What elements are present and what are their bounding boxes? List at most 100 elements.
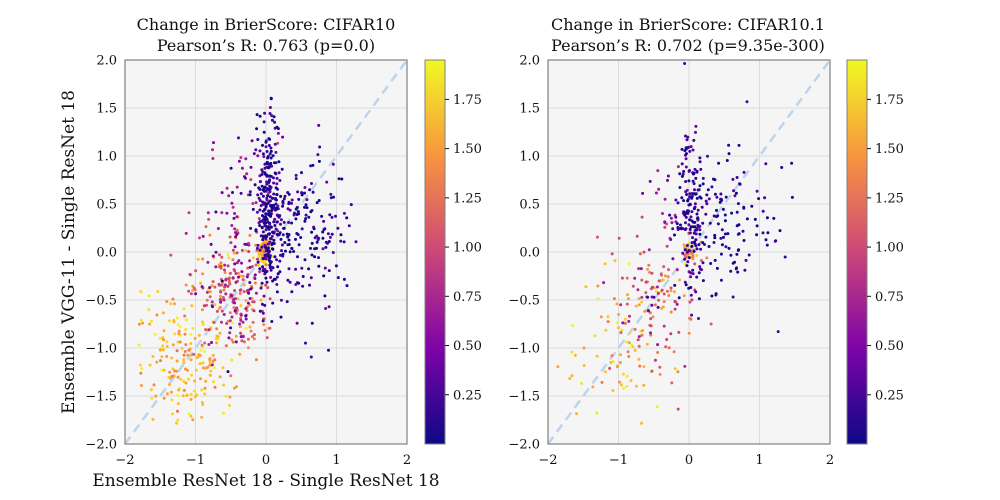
scatter-point bbox=[755, 189, 759, 193]
scatter-point bbox=[230, 315, 234, 319]
scatter-point bbox=[286, 207, 290, 211]
scatter-point bbox=[735, 266, 739, 270]
scatter-point bbox=[205, 290, 209, 294]
scatter-point bbox=[650, 369, 654, 373]
scatter-point bbox=[189, 353, 193, 357]
scatter-point bbox=[294, 177, 298, 181]
scatter-point bbox=[275, 275, 279, 279]
scatter-point bbox=[680, 147, 684, 151]
scatter-point bbox=[169, 253, 173, 257]
scatter-point bbox=[294, 237, 297, 241]
scatter-point bbox=[568, 377, 572, 380]
scatter-point bbox=[698, 265, 702, 269]
scatter-point bbox=[300, 171, 303, 175]
scatter-point bbox=[266, 247, 270, 250]
scatter-point bbox=[668, 213, 672, 217]
scatter-point bbox=[274, 198, 278, 202]
scatter-point bbox=[279, 237, 283, 241]
scatter-point bbox=[624, 340, 628, 344]
scatter-point bbox=[705, 202, 709, 206]
scatter-point bbox=[689, 275, 693, 279]
scatter-point bbox=[688, 218, 692, 222]
scatter-point bbox=[649, 317, 653, 321]
scatter-point bbox=[625, 384, 629, 388]
scatter-point bbox=[279, 218, 283, 222]
scatter-point bbox=[244, 157, 248, 161]
scatter-point bbox=[683, 62, 687, 65]
scatter-point bbox=[623, 321, 627, 325]
scatter-point bbox=[178, 340, 182, 344]
scatter-point bbox=[260, 184, 264, 188]
scatter-point bbox=[648, 270, 652, 274]
scatter-point bbox=[658, 372, 662, 376]
scatter-point bbox=[182, 361, 186, 365]
scatter-point bbox=[250, 335, 254, 339]
scatter-point bbox=[295, 213, 299, 216]
scatter-point bbox=[612, 297, 616, 301]
scatter-point bbox=[215, 341, 219, 345]
scatter-point bbox=[723, 232, 727, 236]
scatter-point bbox=[651, 315, 655, 319]
scatter-point bbox=[212, 321, 216, 324]
scatter-point bbox=[245, 172, 249, 176]
scatter-point bbox=[168, 370, 172, 374]
scatter-point bbox=[701, 221, 705, 225]
scatter-point bbox=[194, 292, 198, 296]
scatter-point bbox=[273, 171, 277, 175]
scatter-point bbox=[606, 315, 610, 319]
scatter-point bbox=[248, 193, 252, 197]
scatter-point bbox=[247, 291, 251, 295]
scatter-point bbox=[220, 211, 224, 215]
scatter-point bbox=[207, 343, 211, 346]
scatter-point bbox=[715, 208, 718, 212]
scatter-point bbox=[317, 159, 321, 163]
scatter-point bbox=[669, 310, 673, 314]
scatter-point bbox=[640, 295, 644, 299]
scatter-point bbox=[328, 213, 332, 217]
scatter-point bbox=[347, 224, 351, 228]
scatter-point bbox=[653, 303, 657, 307]
scatter-point bbox=[254, 358, 258, 362]
x-tick-label: −2 bbox=[115, 453, 134, 468]
scatter-point bbox=[233, 289, 237, 292]
scatter-point bbox=[609, 361, 613, 364]
scatter-point bbox=[206, 211, 210, 215]
scatter-point bbox=[296, 255, 299, 259]
scatter-point bbox=[263, 303, 267, 307]
scatter-point bbox=[349, 203, 353, 207]
scatter-point bbox=[684, 165, 688, 169]
scatter-point bbox=[208, 233, 212, 237]
scatter-point bbox=[300, 191, 304, 195]
scatter-point bbox=[660, 273, 663, 277]
scatter-point bbox=[208, 360, 212, 364]
scatter-point bbox=[239, 156, 243, 159]
scatter-point bbox=[261, 143, 264, 147]
scatter-point bbox=[570, 350, 574, 354]
scatter-point bbox=[189, 414, 193, 418]
scatter-point bbox=[595, 411, 599, 415]
scatter-point bbox=[712, 241, 716, 244]
scatter-point bbox=[176, 418, 180, 422]
scatter-point bbox=[685, 250, 689, 254]
scatter-point bbox=[713, 236, 717, 240]
scatter-point bbox=[201, 320, 204, 324]
scatter-point bbox=[682, 210, 686, 214]
scatter-point bbox=[190, 373, 193, 377]
scatter-point bbox=[342, 240, 346, 244]
scatter-point bbox=[192, 352, 196, 356]
scatter-point bbox=[701, 261, 705, 265]
scatter-point bbox=[216, 227, 220, 230]
scatter-point bbox=[252, 337, 256, 341]
scatter-point bbox=[261, 265, 265, 269]
scatter-point bbox=[633, 276, 637, 280]
scatter-point bbox=[322, 219, 326, 223]
scatter-point bbox=[742, 239, 746, 242]
scatter-point bbox=[258, 114, 262, 118]
scatter-point bbox=[304, 217, 308, 221]
y-tick-label: 1.0 bbox=[96, 150, 117, 165]
scatter-point bbox=[234, 235, 238, 239]
scatter-point bbox=[260, 225, 264, 229]
scatter-point bbox=[269, 156, 273, 160]
scatter-point bbox=[254, 243, 258, 247]
scatter-point bbox=[676, 226, 680, 229]
